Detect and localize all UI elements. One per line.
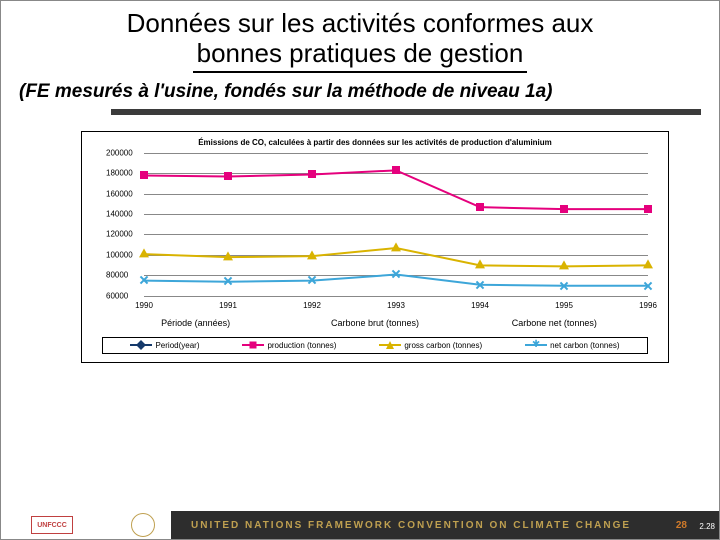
legend-swatch bbox=[379, 344, 401, 346]
legend-swatch: ✱ bbox=[525, 344, 547, 346]
side-page-number: 28 bbox=[676, 520, 687, 531]
legend-label: net carbon (tonnes) bbox=[550, 341, 619, 350]
legend-item: ✱net carbon (tonnes) bbox=[525, 341, 619, 350]
chart-box: Émissions de CO, calculées à partir des … bbox=[81, 131, 669, 363]
unfccc-logo: UNFCCC bbox=[31, 516, 73, 534]
data-point bbox=[559, 261, 569, 270]
legend-swatch bbox=[130, 344, 152, 346]
axis-label-left: Période (années) bbox=[106, 318, 285, 328]
data-point bbox=[391, 242, 401, 251]
legend-item: production (tonnes) bbox=[242, 341, 336, 350]
axis-label-mid: Carbone brut (tonnes) bbox=[285, 318, 464, 328]
page-number: 2.28 bbox=[699, 522, 715, 531]
data-point bbox=[140, 171, 148, 179]
axis-label-right: Carbone net (tonnes) bbox=[465, 318, 644, 328]
series-lines bbox=[102, 153, 648, 318]
data-point bbox=[224, 172, 232, 180]
chart-container: Émissions de CO, calculées à partir des … bbox=[1, 115, 719, 363]
data-point bbox=[308, 170, 316, 178]
legend-label: production (tonnes) bbox=[267, 341, 336, 350]
subtitle: (FE mesurés à l'usine, fondés sur la mét… bbox=[1, 77, 719, 109]
un-emblem-icon bbox=[131, 513, 155, 537]
footer-org-text: UNITED NATIONS FRAMEWORK CONVENTION ON C… bbox=[191, 520, 631, 531]
legend-item: gross carbon (tonnes) bbox=[379, 341, 482, 350]
data-point bbox=[392, 166, 400, 174]
data-point bbox=[307, 250, 317, 259]
legend-label: gross carbon (tonnes) bbox=[404, 341, 482, 350]
data-point bbox=[644, 205, 652, 213]
data-point bbox=[223, 251, 233, 260]
plot-area: 6000080000100000120000140000160000180000… bbox=[102, 153, 648, 318]
legend-label: Period(year) bbox=[155, 341, 199, 350]
title-line1: Données sur les activités conformes aux bbox=[21, 9, 699, 39]
title-area: Données sur les activités conformes aux … bbox=[1, 1, 719, 77]
footer-band: UNFCCC UNITED NATIONS FRAMEWORK CONVENTI… bbox=[1, 511, 719, 539]
data-point bbox=[560, 205, 568, 213]
data-point bbox=[643, 260, 653, 269]
data-point bbox=[475, 260, 485, 269]
title-line2: bonnes pratiques de gestion bbox=[193, 39, 528, 73]
data-point bbox=[642, 280, 653, 291]
legend: Period(year) production (tonnes) gross car… bbox=[102, 337, 648, 354]
legend-item: Period(year) bbox=[130, 341, 199, 350]
axis-bottom-labels: Période (années) Carbone brut (tonnes) C… bbox=[82, 318, 668, 334]
chart-title: Émissions de CO, calculées à partir des … bbox=[82, 132, 668, 153]
data-point bbox=[139, 248, 149, 257]
legend-swatch bbox=[242, 344, 264, 346]
data-point bbox=[476, 203, 484, 211]
